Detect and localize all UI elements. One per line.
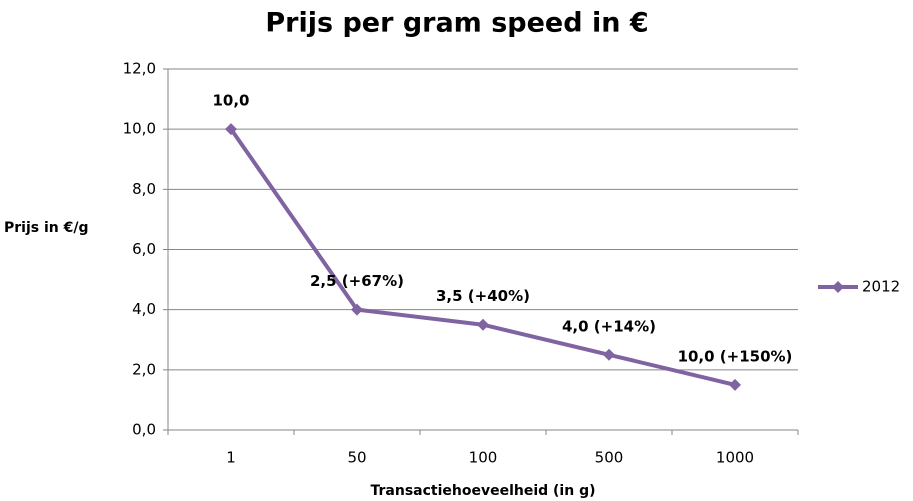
- annotation: 10,0 (+150%): [678, 347, 793, 365]
- x-tick-label: 1000: [716, 449, 754, 467]
- legend-label: 2012: [862, 278, 900, 296]
- annotation: 10,0: [212, 92, 249, 110]
- chart-title: Prijs per gram speed in €: [265, 8, 648, 39]
- y-axis-label: Prijs in €/g: [4, 220, 89, 236]
- y-tick-label: 12,0: [123, 60, 156, 78]
- x-tick-label: 100: [469, 449, 498, 467]
- series-line: [229, 128, 736, 387]
- marker: [603, 348, 615, 361]
- marker: [351, 303, 363, 316]
- marker: [477, 318, 489, 331]
- x-tick-label: 1: [226, 449, 236, 467]
- y-tick-label: 0,0: [132, 421, 156, 439]
- annotation: 4,0 (+14%): [562, 317, 656, 335]
- x-tick-label: 500: [595, 449, 624, 467]
- annotation: 2,5 (+67%): [310, 272, 404, 290]
- y-tick-label: 10,0: [123, 120, 156, 138]
- y-tick-label: 4,0: [132, 300, 156, 318]
- annotation: 3,5 (+40%): [436, 287, 530, 305]
- marker: [729, 378, 741, 391]
- x-axis-label: Transactiehoeveelheid (in g): [370, 483, 595, 499]
- y-tick-label: 8,0: [132, 180, 156, 198]
- x-tick-label: 50: [347, 449, 366, 467]
- marker: [225, 123, 237, 136]
- legend-marker: [832, 281, 844, 293]
- y-tick-label: 6,0: [132, 240, 156, 258]
- y-tick-label: 2,0: [132, 360, 156, 378]
